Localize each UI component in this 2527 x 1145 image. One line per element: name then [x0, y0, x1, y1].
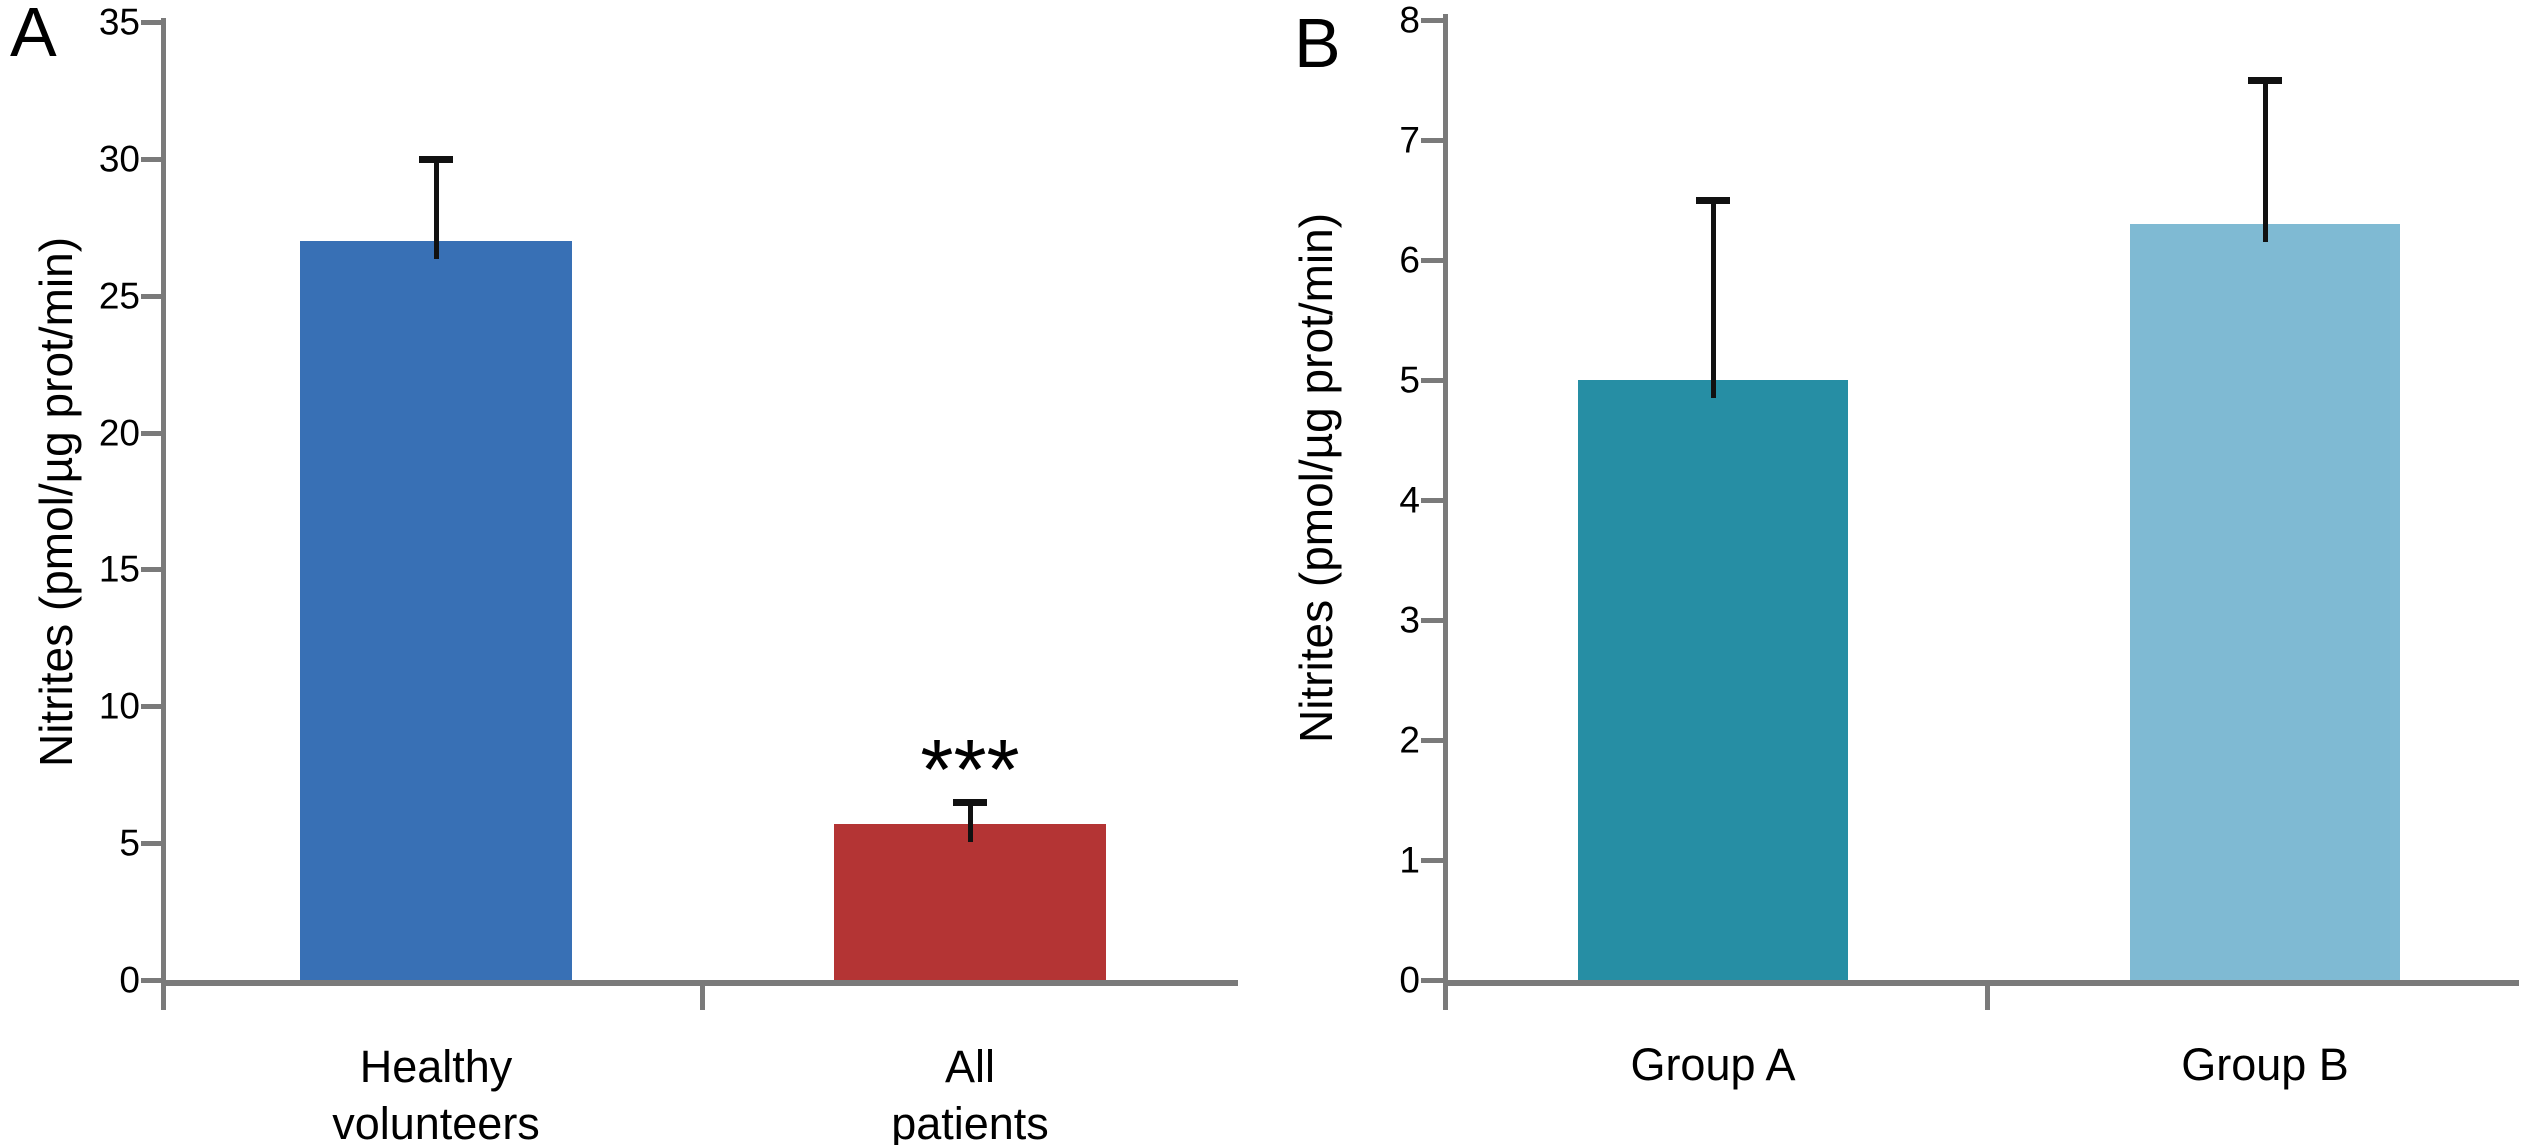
y-tick-label: 25: [98, 275, 140, 317]
y-axis-tick: [141, 978, 161, 983]
bar-healthy-volunteers: [300, 241, 572, 980]
y-tick-label: 2: [1399, 719, 1420, 761]
error-bar-line: [1710, 200, 1716, 398]
y-axis-tick: [1421, 978, 1443, 983]
bar-all-patients: [834, 823, 1106, 980]
category-label: Healthy volunteers: [332, 1041, 540, 1145]
y-axis-label-b: Nitrites (pmol/µg prot/min): [1290, 212, 1342, 744]
category-label: Group A: [1630, 1039, 1796, 1090]
y-tick-label: 6: [1399, 239, 1420, 281]
y-axis-tick: [1421, 18, 1443, 23]
y-tick-label: 5: [1399, 359, 1420, 401]
y-axis-spine: [1443, 14, 1448, 1010]
y-tick-label: 30: [98, 138, 140, 180]
y-tick-label: 0: [1399, 959, 1420, 1001]
bar-group-a: [1578, 380, 1848, 980]
y-axis-tick: [141, 156, 161, 162]
y-axis-tick: [1421, 138, 1443, 143]
bar-group-b: [2130, 224, 2400, 980]
y-axis-tick: [141, 20, 161, 26]
y-axis-tick: [1421, 258, 1443, 263]
y-tick-label: 8: [1399, 0, 1420, 41]
y-axis-tick: [1421, 858, 1443, 863]
y-tick-label: 1: [1399, 839, 1420, 881]
x-axis-baseline: [1443, 980, 2519, 986]
y-tick-label: 20: [98, 412, 140, 454]
error-bar-cap: [953, 799, 987, 807]
panel-label-a: A: [10, 0, 57, 71]
category-label: Group B: [2181, 1039, 2349, 1090]
y-axis-tick: [1421, 618, 1443, 623]
y-tick-label: 35: [98, 1, 140, 43]
y-axis-tick: [141, 567, 161, 573]
y-tick-label: 5: [119, 822, 140, 864]
error-bar-line: [2262, 80, 2268, 242]
y-axis-tick: [141, 293, 161, 299]
x-axis-baseline: [161, 980, 1238, 986]
x-axis-tick: [700, 980, 705, 1010]
y-tick-label: 7: [1399, 119, 1420, 161]
x-axis-tick: [1985, 980, 1990, 1010]
error-bar-line: [433, 158, 439, 259]
error-bar-cap: [1696, 197, 1730, 204]
panel-label-b: B: [1294, 4, 1341, 82]
y-axis-spine: [161, 18, 166, 1010]
y-tick-label: 10: [98, 685, 140, 727]
y-axis-tick: [141, 430, 161, 436]
y-axis-tick: [141, 704, 161, 710]
significance-marker: ***: [920, 722, 1020, 818]
y-axis-tick: [141, 841, 161, 847]
error-bar-line: [967, 802, 973, 842]
y-tick-label: 15: [98, 548, 140, 590]
y-axis-tick: [1421, 498, 1443, 503]
error-bar-cap: [2248, 77, 2282, 84]
category-label: All patients: [891, 1041, 1049, 1145]
y-tick-label: 4: [1399, 479, 1420, 521]
y-axis-tick: [1421, 378, 1443, 383]
y-axis-tick: [1421, 738, 1443, 743]
y-tick-label: 0: [119, 959, 140, 1001]
y-tick-label: 3: [1399, 599, 1420, 641]
error-bar-cap: [419, 155, 453, 163]
